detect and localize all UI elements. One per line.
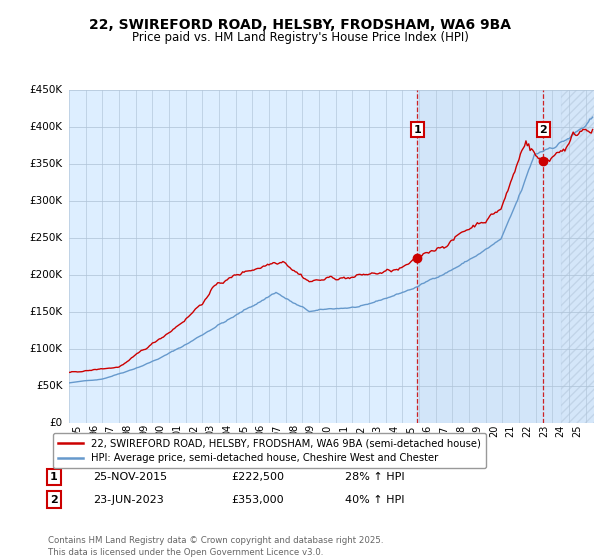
Text: £350K: £350K xyxy=(29,158,63,169)
Text: Contains HM Land Registry data © Crown copyright and database right 2025.
This d: Contains HM Land Registry data © Crown c… xyxy=(48,536,383,557)
Text: 40% ↑ HPI: 40% ↑ HPI xyxy=(345,494,404,505)
Text: £50K: £50K xyxy=(36,381,63,391)
Text: 1: 1 xyxy=(413,124,421,134)
Text: 2: 2 xyxy=(539,124,547,134)
Text: £222,500: £222,500 xyxy=(231,472,284,482)
Text: £200K: £200K xyxy=(30,270,63,279)
Text: £0: £0 xyxy=(50,418,63,428)
Text: £353,000: £353,000 xyxy=(231,494,284,505)
Text: £250K: £250K xyxy=(29,233,63,242)
Text: £400K: £400K xyxy=(30,122,63,132)
Text: £300K: £300K xyxy=(30,195,63,206)
Text: £450K: £450K xyxy=(29,85,63,95)
Legend: 22, SWIREFORD ROAD, HELSBY, FRODSHAM, WA6 9BA (semi-detached house), HPI: Averag: 22, SWIREFORD ROAD, HELSBY, FRODSHAM, WA… xyxy=(53,433,486,468)
Text: 25-NOV-2015: 25-NOV-2015 xyxy=(93,472,167,482)
Text: 23-JUN-2023: 23-JUN-2023 xyxy=(93,494,164,505)
Text: 2: 2 xyxy=(50,494,58,505)
Text: 1: 1 xyxy=(50,472,58,482)
Text: £150K: £150K xyxy=(29,307,63,317)
Bar xyxy=(418,90,560,423)
Text: 28% ↑ HPI: 28% ↑ HPI xyxy=(345,472,404,482)
Text: 22, SWIREFORD ROAD, HELSBY, FRODSHAM, WA6 9BA: 22, SWIREFORD ROAD, HELSBY, FRODSHAM, WA… xyxy=(89,18,511,32)
Text: £100K: £100K xyxy=(30,344,63,354)
Text: Price paid vs. HM Land Registry's House Price Index (HPI): Price paid vs. HM Land Registry's House … xyxy=(131,31,469,44)
Bar xyxy=(560,90,594,423)
